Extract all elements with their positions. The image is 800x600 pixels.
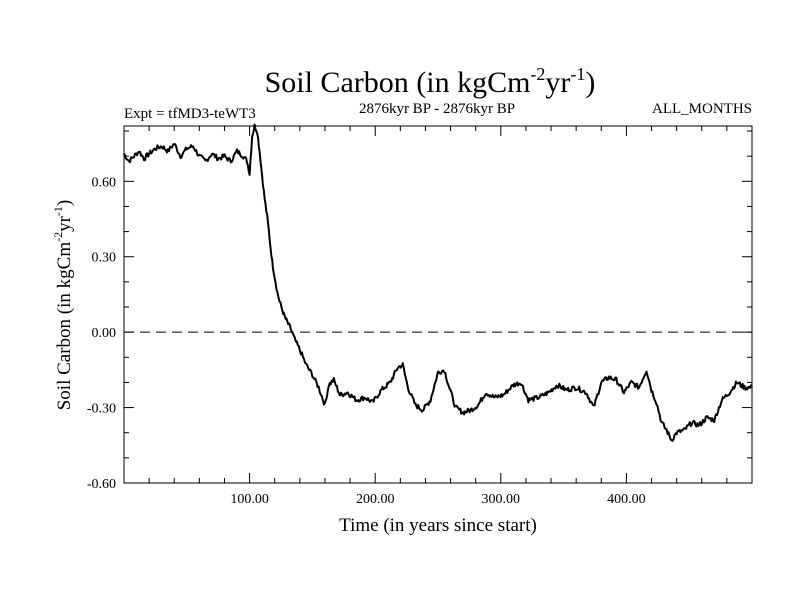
x-tick-label: 300.00 — [482, 492, 521, 507]
x-axis-label: Time (in years since start) — [339, 515, 537, 536]
plot-frame — [123, 125, 753, 484]
series-line-soil-carbon — [123, 123, 753, 442]
x-tick-label: 400.00 — [607, 492, 646, 507]
subtitle-right: ALL_MONTHS — [652, 101, 752, 117]
y-tick-label: 0.60 — [92, 175, 117, 190]
y-axis-ticks — [124, 130, 752, 484]
x-tick-label: 200.00 — [356, 492, 395, 507]
chart-title: Soil Carbon (in kgCm-2yr-1) — [265, 64, 596, 99]
x-axis-tick-labels: 100.00 200.00 300.00 400.00 — [230, 492, 645, 507]
x-tick-label: 100.00 — [230, 492, 269, 507]
y-tick-label: 0.30 — [92, 251, 117, 266]
subtitle-left: Expt = tfMD3-teWT3 — [124, 106, 256, 122]
x-axis-ticks — [148, 126, 728, 483]
y-axis-label: Soil Carbon (in kgCm-2yr-1) — [51, 200, 75, 411]
y-tick-label: -0.60 — [87, 477, 116, 492]
y-axis-tick-labels: -0.60 -0.30 0.00 0.30 0.60 — [87, 175, 116, 492]
subtitle-center: 2876kyr BP - 2876kyr BP — [359, 101, 515, 117]
y-tick-label: 0.00 — [92, 326, 117, 341]
y-tick-label: -0.30 — [87, 402, 116, 417]
